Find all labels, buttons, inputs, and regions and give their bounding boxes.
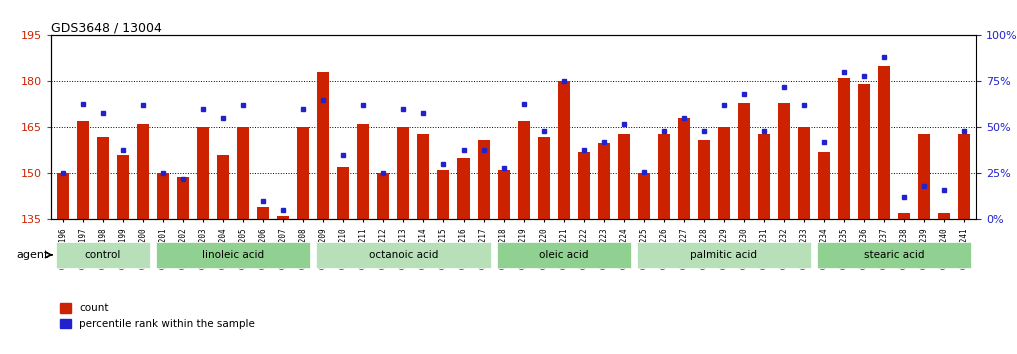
FancyBboxPatch shape [56, 242, 151, 268]
Bar [698, 140, 710, 219]
FancyBboxPatch shape [316, 242, 490, 268]
Text: octanoic acid: octanoic acid [369, 250, 438, 260]
Text: linoleic acid: linoleic acid [202, 250, 264, 260]
Bar [297, 127, 309, 219]
Bar [97, 137, 109, 219]
Bar [338, 167, 349, 219]
Bar [497, 170, 510, 219]
FancyBboxPatch shape [496, 242, 631, 268]
Bar [478, 140, 489, 219]
Bar [778, 103, 790, 219]
Text: control: control [84, 250, 121, 260]
Bar [357, 124, 369, 219]
Bar [718, 127, 730, 219]
Bar [678, 118, 690, 219]
Text: stearic acid: stearic acid [863, 250, 924, 260]
Bar [858, 85, 871, 219]
Text: oleic acid: oleic acid [539, 250, 589, 260]
Bar [918, 133, 931, 219]
Bar [518, 121, 530, 219]
Legend: count, percentile rank within the sample: count, percentile rank within the sample [56, 299, 259, 333]
Bar [398, 127, 410, 219]
Bar [217, 155, 229, 219]
FancyBboxPatch shape [637, 242, 812, 268]
Bar [617, 133, 630, 219]
Bar [898, 213, 910, 219]
Text: palmitic acid: palmitic acid [691, 250, 758, 260]
Bar [458, 158, 470, 219]
Bar [939, 213, 950, 219]
Bar [197, 127, 210, 219]
Text: agent: agent [16, 250, 49, 260]
Bar [377, 173, 390, 219]
Bar [557, 81, 570, 219]
Bar [838, 78, 850, 219]
Bar [598, 143, 610, 219]
Bar [738, 103, 750, 219]
Bar [878, 66, 890, 219]
Bar [538, 137, 549, 219]
Bar [658, 133, 670, 219]
Text: GDS3648 / 13004: GDS3648 / 13004 [51, 21, 162, 34]
Bar [77, 121, 88, 219]
Bar [417, 133, 429, 219]
Bar [177, 177, 189, 219]
Bar [578, 152, 590, 219]
FancyBboxPatch shape [817, 242, 971, 268]
Bar [137, 124, 149, 219]
FancyBboxPatch shape [156, 242, 310, 268]
Bar [958, 133, 970, 219]
Bar [317, 72, 330, 219]
Bar [57, 173, 69, 219]
Bar [758, 133, 770, 219]
Bar [117, 155, 129, 219]
Bar [437, 170, 450, 219]
Bar [257, 207, 270, 219]
Bar [237, 127, 249, 219]
Bar [818, 152, 830, 219]
Bar [278, 216, 289, 219]
Bar [798, 127, 811, 219]
Bar [638, 173, 650, 219]
Bar [157, 173, 169, 219]
